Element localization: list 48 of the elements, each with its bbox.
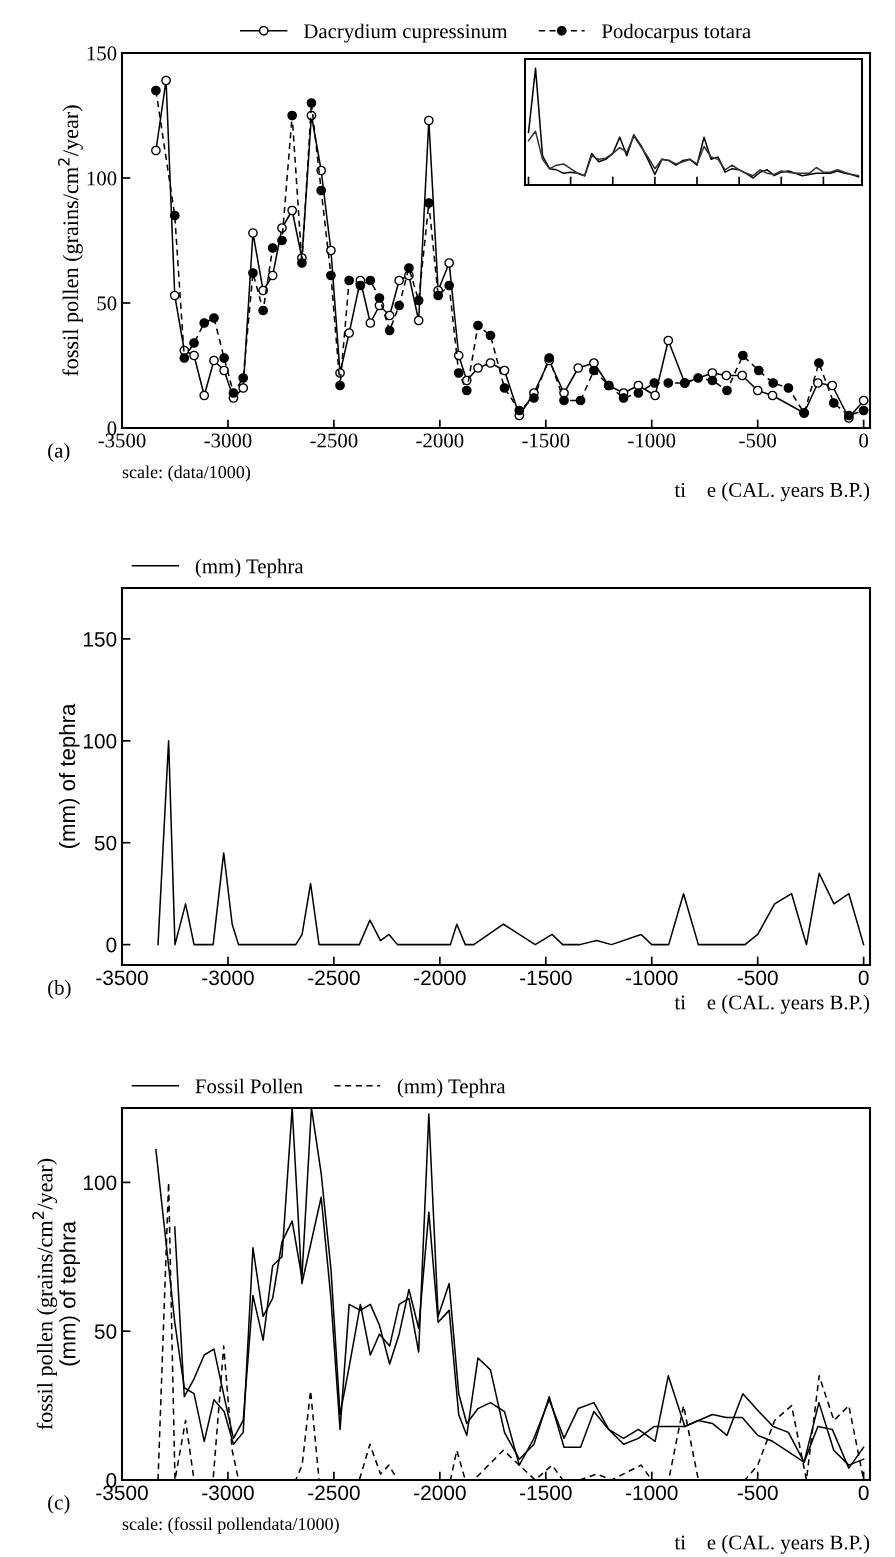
x-tick-label: 0	[859, 433, 869, 448]
x-tick-label: -2500	[310, 433, 358, 448]
x-tick-label: -2000	[416, 433, 464, 448]
x-tick-label: -500	[737, 1485, 778, 1501]
x-tick-label: 0	[858, 970, 869, 986]
text: (a)	[48, 443, 70, 462]
x-tick-label: -2000	[414, 1485, 466, 1501]
text: (b)	[48, 980, 71, 999]
text: (c)	[48, 1494, 70, 1514]
text: scale: (data/1000)	[122, 465, 251, 482]
x-tick-label: -1500	[522, 433, 570, 448]
y-axis-title: fossil pollen (grains/cm$^{2}$/year)	[32, 1158, 58, 1430]
y-axis-title: (mm) of tephra	[58, 703, 80, 848]
x-tick-label: 0	[858, 1485, 869, 1501]
y-tick-label: 100	[83, 1175, 117, 1191]
text: (mm) of tephra	[59, 1221, 80, 1366]
x-axis-title: ti e (CAL. years B.P.)	[674, 994, 870, 1014]
y-tick-label: 50	[94, 1324, 117, 1339]
legend-label: Dacrydium cupressinum	[303, 23, 508, 43]
x-tick-label: -2500	[308, 1485, 360, 1501]
x-tick-label: -3500	[96, 970, 148, 986]
y-tick-label: 150	[83, 631, 117, 647]
x-tick-label: -500	[737, 970, 778, 986]
y-tick-label: 150	[87, 46, 117, 61]
legend-label: Podocarpus totara	[601, 23, 751, 43]
x-axis-title: ti e (CAL. years B.P.)	[674, 1534, 870, 1554]
x-tick-label: -2500	[308, 970, 360, 986]
x-axis-title: ti e (CAL. years B.P.)	[674, 482, 870, 502]
legend-label: Fossil Pollen	[195, 1078, 303, 1094]
y-tick-label: 50	[94, 835, 117, 851]
x-tick-label: -1000	[626, 970, 678, 986]
x-tick-label: -1500	[520, 970, 572, 986]
x-tick-label: -3000	[202, 1485, 254, 1501]
x-tick-label: -3000	[202, 970, 254, 986]
y-axis-title: fossil pollen (grains/cm$^{2}$/year)	[58, 105, 83, 377]
y-tick-label: 0	[106, 937, 117, 953]
x-tick-label: -3000	[204, 433, 252, 448]
y-tick-label: 100	[87, 171, 117, 186]
legend-label: (mm) Tephra	[397, 1078, 506, 1098]
y-tick-label: 100	[83, 733, 117, 749]
x-tick-label: -1000	[628, 433, 676, 448]
x-tick-label: -2000	[414, 970, 466, 986]
text: scale: (fossil pollendata/1000)	[122, 1517, 339, 1534]
legend-label: (mm) Tephra	[195, 558, 304, 578]
x-tick-label: -1500	[520, 1485, 572, 1501]
y-tick-label: 50	[97, 296, 117, 311]
x-tick-label: -1000	[626, 1485, 678, 1501]
x-tick-label: -500	[739, 433, 776, 448]
